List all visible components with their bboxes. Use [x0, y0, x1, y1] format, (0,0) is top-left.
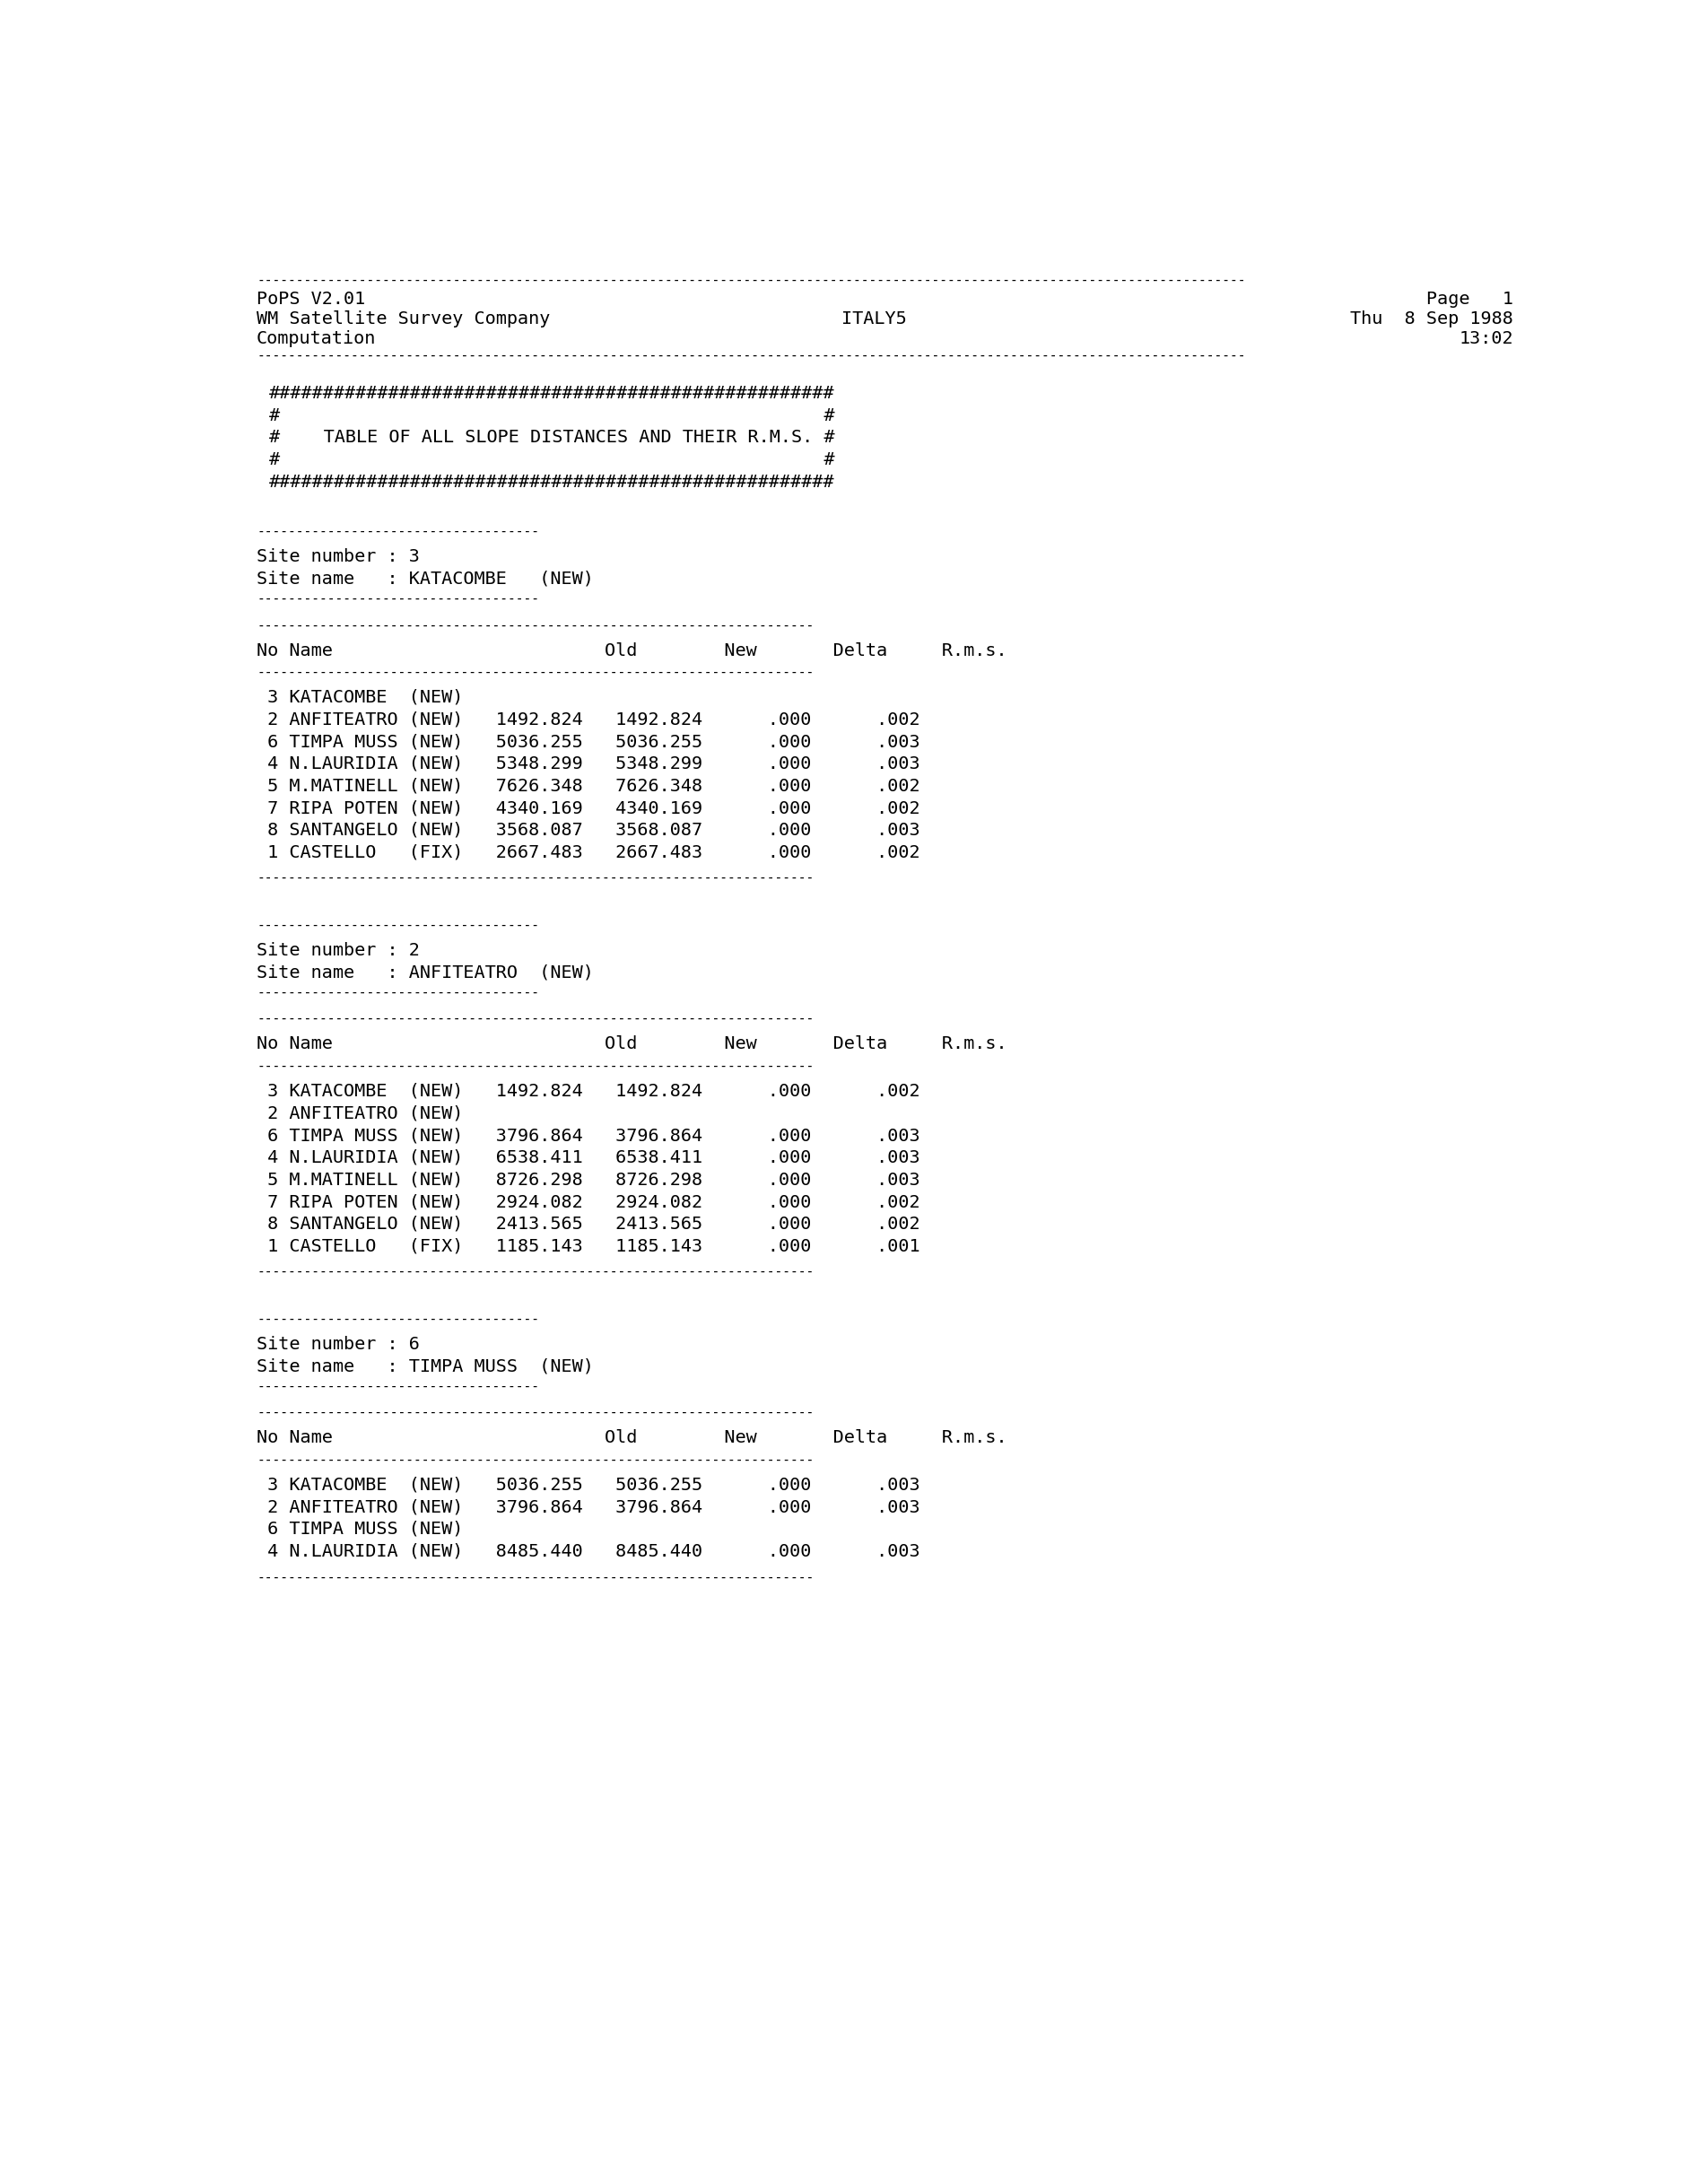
Text: 4 N.LAURIDIA (NEW)   5348.299   5348.299      .000      .003: 4 N.LAURIDIA (NEW) 5348.299 5348.299 .00… [256, 756, 921, 773]
Text: 3 KATACOMBE  (NEW)   1492.824   1492.824      .000      .002: 3 KATACOMBE (NEW) 1492.824 1492.824 .000… [256, 1082, 921, 1099]
Text: ------------------------------------: ------------------------------------ [256, 986, 540, 999]
Text: Page   1: Page 1 [1426, 291, 1513, 308]
Text: #                                                  #: # # [270, 452, 835, 469]
Text: 2 ANFITEATRO (NEW)   3796.864   3796.864      .000      .003: 2 ANFITEATRO (NEW) 3796.864 3796.864 .00… [256, 1499, 921, 1516]
Text: Site name   : ANFITEATRO  (NEW): Site name : ANFITEATRO (NEW) [256, 964, 594, 982]
Text: -----------------------------------------------------------------------: ----------------------------------------… [256, 1060, 815, 1073]
Text: No Name                         Old        New       Delta     R.m.s.: No Name Old New Delta R.m.s. [256, 1429, 1008, 1447]
Text: -----------------------------------------------------------------------: ----------------------------------------… [256, 1453, 815, 1466]
Text: Thu  8 Sep 1988: Thu 8 Sep 1988 [1351, 311, 1513, 328]
Text: 1 CASTELLO   (FIX)   1185.143   1185.143      .000      .001: 1 CASTELLO (FIX) 1185.143 1185.143 .000 … [256, 1238, 921, 1255]
Text: --------------------------------------------------------------------------------: ----------------------------------------… [256, 274, 1245, 287]
Text: #    TABLE OF ALL SLOPE DISTANCES AND THEIR R.M.S. #: # TABLE OF ALL SLOPE DISTANCES AND THEIR… [270, 430, 835, 445]
Text: Site name   : KATACOMBE   (NEW): Site name : KATACOMBE (NEW) [256, 569, 594, 586]
Text: Site number : 6: Site number : 6 [256, 1336, 420, 1353]
Text: 2 ANFITEATRO (NEW): 2 ANFITEATRO (NEW) [256, 1106, 463, 1123]
Text: ------------------------------------: ------------------------------------ [256, 1312, 540, 1325]
Text: 13:02: 13:02 [1459, 330, 1513, 348]
Text: 7 RIPA POTEN (NEW)   2924.082   2924.082      .000      .002: 7 RIPA POTEN (NEW) 2924.082 2924.082 .00… [256, 1192, 921, 1210]
Text: 3 KATACOMBE  (NEW)   5036.255   5036.255      .000      .003: 3 KATACOMBE (NEW) 5036.255 5036.255 .000… [256, 1477, 921, 1494]
Text: ------------------------------------: ------------------------------------ [256, 919, 540, 932]
Text: Site number : 2: Site number : 2 [256, 943, 420, 958]
Text: 1 CASTELLO   (FIX)   2667.483   2667.483      .000      .002: 1 CASTELLO (FIX) 2667.483 2667.483 .000 … [256, 843, 921, 860]
Text: -----------------------------------------------------------------------: ----------------------------------------… [256, 1570, 815, 1583]
Text: ####################################################: ########################################… [270, 473, 835, 491]
Text: 3 KATACOMBE  (NEW): 3 KATACOMBE (NEW) [256, 689, 463, 706]
Text: #                                                  #: # # [270, 406, 835, 424]
Text: 5 M.MATINELL (NEW)   7626.348   7626.348      .000      .002: 5 M.MATINELL (NEW) 7626.348 7626.348 .00… [256, 778, 921, 795]
Text: 6 TIMPA MUSS (NEW): 6 TIMPA MUSS (NEW) [256, 1520, 463, 1538]
Text: -----------------------------------------------------------------------: ----------------------------------------… [256, 1264, 815, 1279]
Text: -----------------------------------------------------------------------: ----------------------------------------… [256, 619, 815, 632]
Text: ------------------------------------: ------------------------------------ [256, 593, 540, 606]
Text: 8 SANTANGELO (NEW)   3568.087   3568.087      .000      .003: 8 SANTANGELO (NEW) 3568.087 3568.087 .00… [256, 821, 921, 838]
Text: ------------------------------------: ------------------------------------ [256, 523, 540, 539]
Text: 6 TIMPA MUSS (NEW)   3796.864   3796.864      .000      .003: 6 TIMPA MUSS (NEW) 3796.864 3796.864 .00… [256, 1127, 921, 1145]
Text: No Name                         Old        New       Delta     R.m.s.: No Name Old New Delta R.m.s. [256, 643, 1008, 658]
Text: Site number : 3: Site number : 3 [256, 547, 420, 565]
Text: 6 TIMPA MUSS (NEW)   5036.255   5036.255      .000      .003: 6 TIMPA MUSS (NEW) 5036.255 5036.255 .00… [256, 734, 921, 749]
Text: Site name   : TIMPA MUSS  (NEW): Site name : TIMPA MUSS (NEW) [256, 1358, 594, 1375]
Text: Computation: Computation [256, 330, 376, 348]
Text: No Name                         Old        New       Delta     R.m.s.: No Name Old New Delta R.m.s. [256, 1036, 1008, 1053]
Text: -----------------------------------------------------------------------: ----------------------------------------… [256, 871, 815, 884]
Text: ####################################################: ########################################… [270, 384, 835, 402]
Text: 8 SANTANGELO (NEW)   2413.565   2413.565      .000      .002: 8 SANTANGELO (NEW) 2413.565 2413.565 .00… [256, 1216, 921, 1232]
Text: -----------------------------------------------------------------------: ----------------------------------------… [256, 1012, 815, 1025]
Text: 7 RIPA POTEN (NEW)   4340.169   4340.169      .000      .002: 7 RIPA POTEN (NEW) 4340.169 4340.169 .00… [256, 799, 921, 817]
Text: 2 ANFITEATRO (NEW)   1492.824   1492.824      .000      .002: 2 ANFITEATRO (NEW) 1492.824 1492.824 .00… [256, 710, 921, 728]
Text: ------------------------------------: ------------------------------------ [256, 1379, 540, 1392]
Text: WM Satellite Survey Company: WM Satellite Survey Company [256, 311, 550, 328]
Text: -----------------------------------------------------------------------: ----------------------------------------… [256, 1405, 815, 1420]
Text: 4 N.LAURIDIA (NEW)   6538.411   6538.411      .000      .003: 4 N.LAURIDIA (NEW) 6538.411 6538.411 .00… [256, 1149, 921, 1166]
Text: 5 M.MATINELL (NEW)   8726.298   8726.298      .000      .003: 5 M.MATINELL (NEW) 8726.298 8726.298 .00… [256, 1171, 921, 1188]
Text: --------------------------------------------------------------------------------: ----------------------------------------… [256, 350, 1245, 363]
Text: PoPS V2.01: PoPS V2.01 [256, 291, 366, 308]
Text: 4 N.LAURIDIA (NEW)   8485.440   8485.440      .000      .003: 4 N.LAURIDIA (NEW) 8485.440 8485.440 .00… [256, 1542, 921, 1559]
Text: ITALY5: ITALY5 [842, 311, 907, 328]
Text: -----------------------------------------------------------------------: ----------------------------------------… [256, 665, 815, 680]
